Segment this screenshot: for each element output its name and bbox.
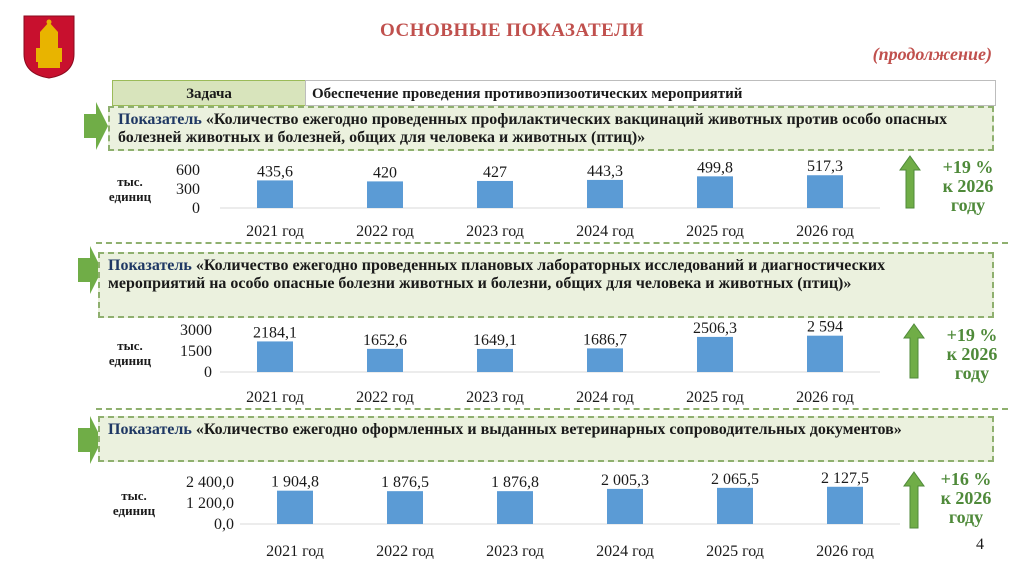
- data-label: 2506,3: [693, 320, 737, 337]
- indicator-box-2: Показатель «Количество ежегодно проведен…: [98, 252, 994, 318]
- bar: [497, 491, 533, 524]
- task-text: Обеспечение проведения противоэпизоотиче…: [305, 80, 996, 106]
- category-label: 2025 год: [706, 543, 764, 560]
- data-label: 1 876,8: [491, 474, 539, 491]
- category-label: 2023 год: [466, 389, 524, 406]
- y-tick-label: 300: [176, 181, 200, 198]
- category-label: 2021 год: [246, 223, 304, 240]
- indicator-prefix: Показатель: [108, 257, 192, 274]
- category-label: 2024 год: [576, 223, 634, 240]
- bar-chart-lab-tests: 0 1500 3000 2184,1 2021 год 1652,6 2022 год 164…: [180, 319, 880, 406]
- category-label: 2025 год: [686, 223, 744, 240]
- unit-label: тыс. единиц: [112, 488, 156, 518]
- y-tick-label: 0: [192, 200, 200, 217]
- category-label: 2026 год: [796, 389, 854, 406]
- bar: [607, 488, 643, 524]
- indicator-box-3: Показатель «Количество ежегодно оформлен…: [98, 416, 994, 462]
- bar: [697, 336, 733, 372]
- y-tick-label: 0,0: [214, 516, 234, 533]
- category-label: 2025 год: [686, 389, 744, 406]
- category-label: 2022 год: [376, 543, 434, 560]
- arrow-up-icon: [903, 471, 925, 529]
- indicator-prefix: Показатель: [118, 111, 202, 128]
- section-divider: [96, 408, 1008, 410]
- category-label: 2023 год: [466, 223, 524, 240]
- data-label: 2 127,5: [821, 470, 869, 487]
- bar: [827, 486, 863, 524]
- data-label: 1649,1: [473, 332, 517, 349]
- unit-label: тыс. единиц: [108, 174, 152, 204]
- data-label: 443,3: [587, 163, 623, 180]
- indicator-box-1: Показатель «Количество ежегодно проведен…: [108, 106, 994, 151]
- category-label: 2026 год: [796, 223, 854, 240]
- arrow-up-icon: [903, 323, 925, 379]
- bar: [387, 491, 423, 524]
- y-tick-label: 600: [176, 162, 200, 179]
- bar-chart-vaccinations: 0 300 600 435,6 2021 год 420 2022 год 427 2023 г…: [176, 158, 880, 240]
- data-label: 420: [373, 164, 397, 181]
- bar-chart-vet-documents: 0,0 1 200,0 2 400,0 1 904,8 2021 год 1 876,5 2…: [186, 470, 900, 560]
- task-label: Задача: [112, 80, 305, 106]
- category-label: 2023 год: [486, 543, 544, 560]
- growth-label: +16 % к 2026 году: [940, 469, 992, 527]
- bar: [807, 335, 843, 372]
- bar: [477, 348, 513, 372]
- bar: [697, 176, 733, 208]
- bar: [477, 180, 513, 208]
- bar: [257, 180, 293, 208]
- data-label: 1686,7: [583, 331, 627, 348]
- category-label: 2024 год: [596, 543, 654, 560]
- data-label: 2 065,5: [711, 471, 759, 488]
- data-label: 517,3: [807, 158, 843, 175]
- arrow-right-icon: [78, 246, 102, 294]
- arrow-right-icon: [78, 416, 102, 464]
- bar: [717, 487, 753, 524]
- growth-label: +19 % к 2026 году: [942, 157, 994, 215]
- bar: [257, 341, 293, 372]
- data-label: 1652,6: [363, 332, 407, 349]
- section-divider: [96, 242, 1008, 244]
- y-tick-label: 1500: [180, 343, 212, 360]
- category-label: 2022 год: [356, 223, 414, 240]
- data-label: 2 594: [807, 319, 843, 336]
- data-label: 499,8: [697, 159, 733, 176]
- arrow-right-icon: [84, 102, 108, 150]
- data-label: 1 876,5: [381, 474, 429, 491]
- page-number: 4: [976, 536, 984, 553]
- bar: [367, 181, 403, 208]
- indicator-text: «Количество ежегодно проведенных плановы…: [108, 257, 886, 292]
- data-label: 2184,1: [253, 324, 297, 341]
- data-label: 427: [483, 164, 507, 181]
- category-label: 2022 год: [356, 389, 414, 406]
- page-title: ОСНОВНЫЕ ПОКАЗАТЕЛИ: [379, 20, 644, 41]
- data-label: 1 904,8: [271, 474, 319, 491]
- unit-label: тыс. единиц: [108, 338, 152, 368]
- indicator-text: «Количество ежегодно оформленных и выдан…: [195, 421, 902, 438]
- bar: [807, 175, 843, 208]
- data-label: 2 005,3: [601, 472, 649, 489]
- bar: [587, 179, 623, 208]
- continuation-label: (продолжение): [872, 44, 992, 64]
- indicator-prefix: Показатель: [108, 421, 192, 438]
- category-label: 2021 год: [266, 543, 324, 560]
- y-tick-label: 3000: [180, 322, 212, 339]
- task-row: Задача Обеспечение проведения противоэпи…: [112, 80, 996, 106]
- bar: [587, 348, 623, 372]
- category-label: 2024 год: [576, 389, 634, 406]
- coat-of-arms-logo: [22, 14, 76, 80]
- growth-label: +19 % к 2026 году: [946, 325, 998, 383]
- bar: [367, 348, 403, 372]
- indicator-text: «Количество ежегодно проведенных профила…: [118, 111, 948, 146]
- data-label: 435,6: [257, 163, 293, 180]
- y-tick-label: 2 400,0: [186, 474, 234, 491]
- category-label: 2021 год: [246, 389, 304, 406]
- category-label: 2026 год: [816, 543, 874, 560]
- y-tick-label: 0: [204, 364, 212, 381]
- bar: [277, 490, 313, 524]
- arrow-up-icon: [899, 155, 921, 209]
- y-tick-label: 1 200,0: [186, 495, 234, 512]
